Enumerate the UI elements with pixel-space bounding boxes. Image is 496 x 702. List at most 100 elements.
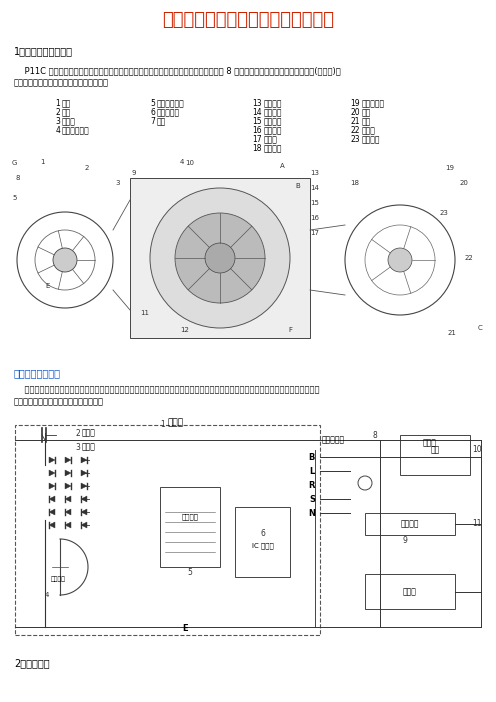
Text: 转子组件: 转子组件 (264, 126, 283, 135)
Text: 1: 1 (40, 159, 45, 165)
Text: 2: 2 (85, 165, 89, 171)
Text: 滚柱轴承: 滚柱轴承 (264, 117, 283, 126)
Text: 11: 11 (472, 519, 482, 529)
Text: 5: 5 (150, 99, 155, 108)
Text: 16: 16 (252, 126, 262, 135)
Text: 20: 20 (460, 180, 469, 186)
Text: 4: 4 (45, 592, 50, 598)
Polygon shape (65, 522, 71, 528)
Polygon shape (49, 470, 55, 476)
Text: 6: 6 (260, 529, 265, 538)
Text: 励磁绕组: 励磁绕组 (264, 99, 283, 108)
Text: 锁紧螺母: 锁紧螺母 (362, 135, 380, 144)
Text: 充电警告灯: 充电警告灯 (322, 435, 345, 444)
Polygon shape (65, 470, 71, 476)
Text: N: N (308, 508, 315, 517)
Text: 交流发电机的结构特点及其工作原理: 交流发电机的结构特点及其工作原理 (162, 11, 334, 29)
Text: 其结构如图所示。: 其结构如图所示。 (14, 368, 61, 378)
Text: P11C 型发动机所配的发电机，是国内外汽车广泛使用的三相硅整流交流发电机。通过 8 个二极管组成三级桥式全波整流电路(整流器)，: P11C 型发动机所配的发电机，是国内外汽车广泛使用的三相硅整流交流发电机。通过… (14, 66, 341, 75)
Text: 支架: 支架 (157, 117, 166, 126)
Text: 19: 19 (350, 99, 360, 108)
Polygon shape (65, 496, 71, 502)
Text: 召线柱定螺母: 召线柱定螺母 (157, 99, 185, 108)
Text: 6: 6 (150, 108, 155, 117)
Text: 3: 3 (75, 442, 80, 451)
Circle shape (53, 248, 77, 272)
Text: 电容器: 电容器 (82, 428, 96, 437)
Text: 11: 11 (140, 310, 149, 316)
Text: 2、整流原理: 2、整流原理 (14, 658, 50, 668)
Text: 负载: 负载 (431, 446, 439, 454)
Text: 21: 21 (448, 330, 457, 336)
Text: 1、发电机的结构特点: 1、发电机的结构特点 (14, 46, 73, 56)
Text: 1: 1 (55, 99, 60, 108)
Polygon shape (49, 483, 55, 489)
Text: 22: 22 (351, 126, 360, 135)
Text: 定子组件: 定子组件 (264, 108, 283, 117)
Text: F: F (288, 327, 292, 333)
Text: 5: 5 (187, 568, 192, 577)
Text: 二极管: 二极管 (82, 442, 96, 451)
Text: 14: 14 (252, 108, 262, 117)
Polygon shape (81, 483, 87, 489)
Text: 14: 14 (310, 185, 319, 191)
Polygon shape (65, 457, 71, 463)
Text: 4: 4 (55, 126, 60, 135)
Text: 17: 17 (310, 230, 319, 236)
Text: R: R (309, 480, 315, 489)
Text: 10: 10 (472, 446, 482, 454)
Text: 21: 21 (351, 117, 360, 126)
Polygon shape (65, 483, 71, 489)
Text: IC 调节器: IC 调节器 (251, 543, 273, 549)
Text: C: C (478, 325, 483, 331)
Text: 9: 9 (132, 170, 136, 176)
Text: E: E (45, 283, 50, 289)
Text: 8: 8 (372, 430, 377, 439)
Text: 12: 12 (180, 327, 189, 333)
Text: 端盖: 端盖 (62, 99, 71, 108)
FancyBboxPatch shape (130, 178, 310, 338)
Text: 20: 20 (350, 108, 360, 117)
Text: B: B (309, 453, 315, 461)
Circle shape (175, 213, 265, 303)
Text: 把三相发电机各线圈的末端接在一起成为公共端点，又称为三相电源的中性点。从中性点引出的线称为中线，从三个线圈端端引出的线: 把三相发电机各线圈的末端接在一起成为公共端点，又称为三相电源的中性点。从中性点引… (14, 385, 319, 394)
Text: 23: 23 (350, 135, 360, 144)
Text: A: A (280, 163, 285, 169)
Text: 励磁线圈: 励磁线圈 (182, 514, 198, 520)
Text: 18: 18 (252, 144, 262, 153)
Text: 3: 3 (115, 180, 120, 186)
Polygon shape (81, 509, 87, 515)
Text: G: G (12, 160, 17, 166)
Text: 16: 16 (310, 215, 319, 221)
Polygon shape (65, 509, 71, 515)
Text: 17: 17 (252, 135, 262, 144)
Polygon shape (49, 522, 55, 528)
Polygon shape (49, 457, 55, 463)
Text: 固定板: 固定板 (264, 135, 278, 144)
Text: 23: 23 (440, 210, 449, 216)
Text: 1: 1 (160, 420, 165, 429)
Circle shape (388, 248, 412, 272)
Text: 皮带轮: 皮带轮 (362, 126, 376, 135)
Text: 风扇: 风扇 (362, 117, 371, 126)
Text: 将三相绕组中产生的交流电转变为直流电。: 将三相绕组中产生的交流电转变为直流电。 (14, 78, 109, 87)
Text: 9: 9 (403, 536, 407, 545)
Polygon shape (81, 496, 87, 502)
Text: 整定器支架: 整定器支架 (157, 108, 180, 117)
Text: 13: 13 (310, 170, 319, 176)
Text: 2: 2 (55, 108, 60, 117)
Text: 15: 15 (252, 117, 262, 126)
Text: 10: 10 (185, 160, 194, 166)
Polygon shape (81, 522, 87, 528)
Text: 5: 5 (12, 195, 16, 201)
Text: 滚珠轴承: 滚珠轴承 (264, 144, 283, 153)
Text: 3: 3 (55, 117, 60, 126)
Text: 19: 19 (445, 165, 454, 171)
Text: 8: 8 (15, 175, 19, 181)
Text: 励磁绕支架: 励磁绕支架 (362, 99, 385, 108)
Circle shape (150, 188, 290, 328)
Text: 18: 18 (350, 180, 359, 186)
Polygon shape (81, 470, 87, 476)
Circle shape (205, 243, 235, 273)
Text: S: S (309, 494, 315, 503)
